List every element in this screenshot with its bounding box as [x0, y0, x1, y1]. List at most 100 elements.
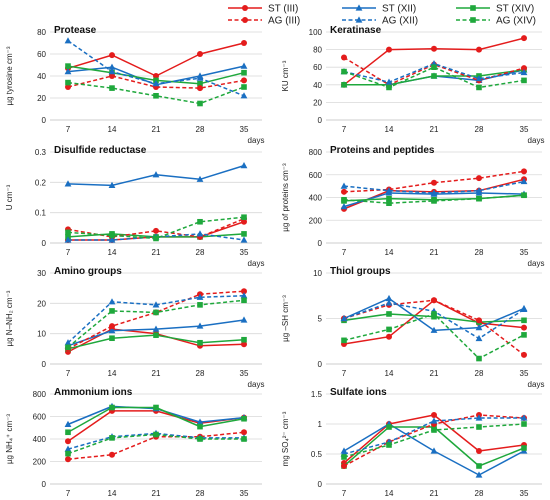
- data-point: [520, 414, 528, 421]
- series-ag-xiv: [341, 64, 527, 91]
- data-point: [108, 327, 116, 334]
- data-point: [431, 45, 437, 52]
- data-point: [520, 305, 528, 312]
- x-axis-unit-label: days: [528, 136, 545, 145]
- series-st-xii: [64, 316, 248, 349]
- legend: ST (III) ST (XII) ST (XIV) AG (III) AG (XII)…: [228, 4, 536, 27]
- data-point: [64, 68, 72, 75]
- x-axis-unit-label: days: [248, 259, 265, 268]
- x-tick-label: 28: [196, 489, 205, 498]
- data-point: [476, 195, 482, 202]
- x-tick-label: 28: [196, 125, 205, 134]
- data-point: [108, 298, 116, 305]
- data-point: [431, 412, 437, 418]
- y-tick-label: 100: [309, 28, 323, 37]
- data-point: [241, 214, 247, 221]
- y-tick-label: 20: [37, 94, 46, 103]
- data-point: [64, 420, 72, 427]
- data-point: [386, 84, 392, 91]
- data-point: [341, 188, 347, 195]
- x-tick-label: 28: [475, 125, 484, 134]
- y-axis-label: mg SO₄²⁻ cm⁻³: [281, 411, 290, 466]
- y-axis-label: µg of proteins cm⁻³: [281, 163, 290, 232]
- data-point: [240, 62, 248, 69]
- y-tick-label: 400: [309, 194, 323, 203]
- series-ag-xii: [340, 177, 528, 196]
- data-point: [197, 423, 203, 430]
- series-ag-iii: [341, 168, 527, 195]
- data-point: [341, 463, 347, 469]
- data-point: [197, 100, 203, 107]
- data-point: [521, 445, 527, 451]
- data-point: [109, 308, 115, 314]
- data-point: [153, 235, 159, 242]
- data-point: [430, 447, 438, 454]
- legend-label: ST (III): [268, 4, 298, 15]
- data-point: [431, 311, 437, 317]
- x-tick-label: 14: [108, 489, 117, 498]
- data-point: [521, 168, 527, 175]
- y-tick-label: 1.5: [311, 390, 323, 399]
- data-point: [475, 75, 483, 82]
- y-tick-label: 0: [42, 116, 47, 125]
- y-tick-label: 60: [37, 50, 46, 59]
- y-tick-label: 0: [318, 239, 323, 248]
- x-tick-label: 35: [520, 369, 529, 378]
- series-st-iii: [341, 297, 527, 347]
- data-point: [197, 218, 203, 225]
- data-point: [152, 301, 160, 308]
- data-point: [196, 230, 204, 237]
- data-point: [476, 46, 482, 53]
- y-tick-label: 20: [313, 98, 322, 107]
- data-point: [65, 429, 71, 436]
- series-st-iii: [65, 40, 247, 79]
- x-tick-label: 21: [430, 125, 439, 134]
- data-point: [476, 84, 482, 91]
- x-tick-label: 28: [475, 248, 484, 257]
- data-point: [521, 77, 527, 84]
- y-tick-label: 80: [313, 46, 322, 55]
- panel-thiol-groups: 0 5 10 7 14 21 28 35 days µg –SH cm⁻³ Thiol groups: [281, 266, 544, 389]
- panel-title: Proteins and peptides: [330, 145, 435, 156]
- data-point: [65, 344, 71, 351]
- data-point: [196, 322, 204, 329]
- series-line: [343, 170, 525, 193]
- y-tick-label: 5: [318, 315, 323, 324]
- x-tick-label: 21: [152, 369, 161, 378]
- data-point: [241, 436, 247, 442]
- data-point: [386, 442, 392, 448]
- data-point: [521, 324, 527, 331]
- y-tick-label: 0.3: [35, 148, 47, 157]
- series-ag-xii: [64, 37, 248, 99]
- x-tick-label: 28: [475, 489, 484, 498]
- y-axis-label: KU cm⁻³: [281, 60, 290, 91]
- data-point: [520, 68, 528, 76]
- data-point: [386, 311, 392, 317]
- y-tick-label: 60: [313, 63, 322, 72]
- data-point: [109, 73, 115, 79]
- data-point: [197, 436, 203, 442]
- data-point: [476, 424, 482, 430]
- data-point: [341, 337, 347, 344]
- data-point: [65, 456, 71, 463]
- x-tick-label: 7: [342, 248, 347, 257]
- y-tick-label: 30: [37, 269, 46, 278]
- series-line: [67, 433, 244, 455]
- series-ag-iii: [341, 54, 527, 88]
- data-point: [341, 82, 347, 88]
- y-axis-label: µg tyrosine cm⁻³: [5, 46, 14, 105]
- data-point: [196, 418, 204, 425]
- data-point: [521, 65, 527, 72]
- data-point: [197, 51, 203, 57]
- legend-marker-circle: [242, 5, 248, 11]
- x-axis-unit-label: days: [528, 380, 545, 389]
- data-point: [521, 35, 527, 42]
- legend-marker-triangle: [355, 4, 363, 11]
- x-tick-label: 7: [66, 248, 71, 257]
- y-axis-label: U cm⁻³: [5, 184, 14, 210]
- data-point: [241, 336, 247, 343]
- y-tick-label: 0.1: [35, 209, 47, 218]
- series-line: [343, 194, 525, 204]
- x-tick-label: 35: [240, 248, 249, 257]
